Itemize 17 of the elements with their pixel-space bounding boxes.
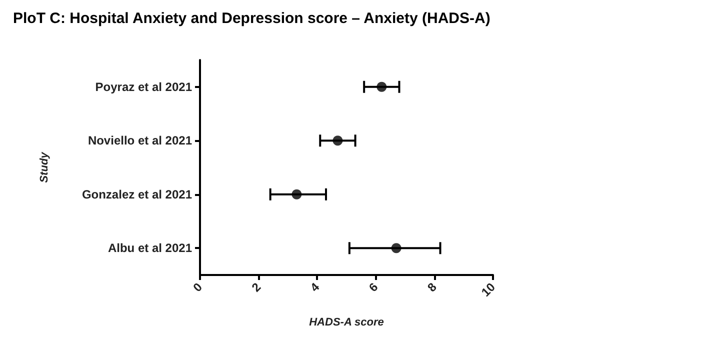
y-tick-label: Poyraz et al 2021	[95, 80, 192, 94]
x-tick-label: 6	[366, 280, 381, 295]
x-tick-label: 0	[190, 280, 206, 295]
chart-title: PloT C: Hospital Anxiety and Depression score – Anxiety (HADS-A)	[13, 10, 490, 27]
point	[292, 189, 302, 200]
y-tick-label: Gonzalez et al 2021	[82, 187, 192, 202]
y-tick-label: Noviello et al 2021	[88, 134, 192, 148]
x-tick-label: 10	[478, 280, 498, 300]
point	[376, 82, 387, 92]
y-axis-title: Study	[38, 151, 50, 183]
y-tick-label: Albu et al 2021	[108, 241, 192, 256]
x-tick-label: 2	[248, 280, 264, 295]
point	[391, 243, 402, 254]
point	[332, 136, 343, 146]
x-axis-title: HADS-A score	[309, 316, 384, 328]
x-tick-label: 8	[424, 280, 440, 295]
x-tick-label: 4	[308, 280, 322, 295]
